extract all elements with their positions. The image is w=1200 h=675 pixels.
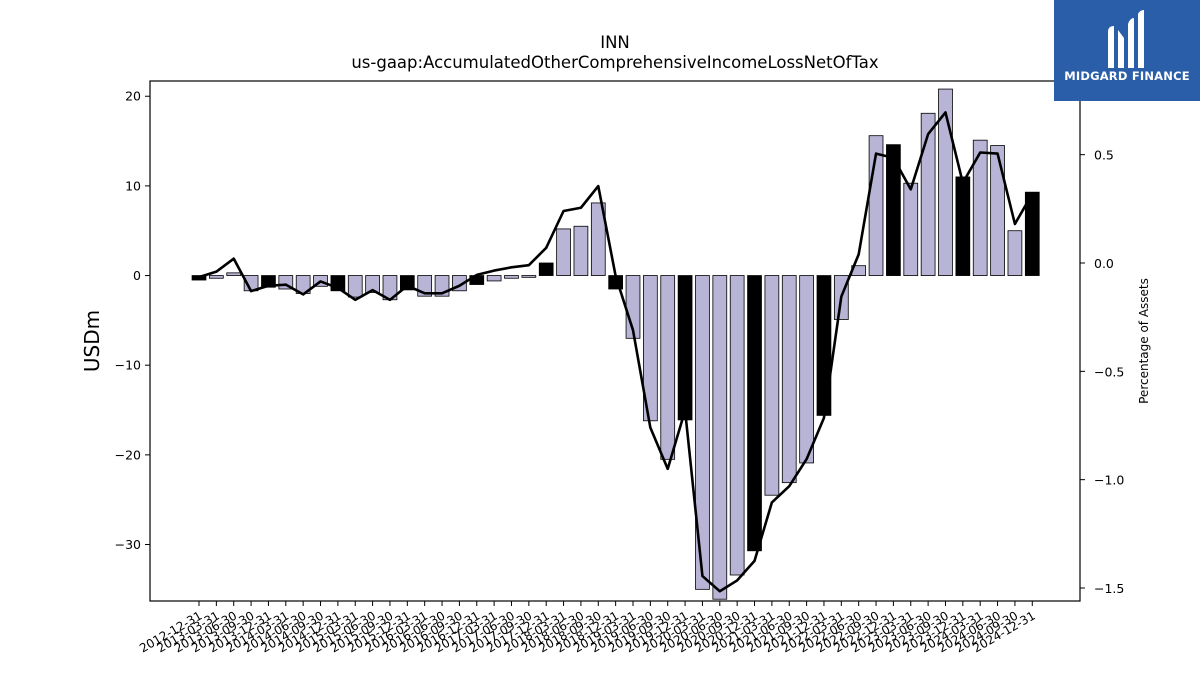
bar-2013-03-31 <box>209 275 224 279</box>
y-tick-label-left: −30 <box>115 537 141 552</box>
bar-2021-06-30 <box>781 275 797 484</box>
y-axis-left: −30 −20 −10 0 10 20 <box>115 89 150 552</box>
y-tick-label-left: 20 <box>125 89 141 104</box>
y-tick-label-right: −0.5 <box>1094 364 1124 379</box>
bar-2023-03-31 <box>903 182 919 276</box>
line-series <box>198 111 1034 593</box>
bar-2012-12-31 <box>191 275 207 281</box>
bar-2018-03-31 <box>556 228 571 276</box>
x-axis: 2012-12-312013-03-312013-06-302013-09-30… <box>137 601 1038 655</box>
bar-2015-03-31 <box>347 275 363 298</box>
bar-2017-09-30 <box>521 275 537 278</box>
bar-2021-09-30 <box>799 275 814 464</box>
bar-2023-06-30 <box>920 112 936 276</box>
y-tick-label-right: −1.0 <box>1094 473 1124 488</box>
bar-2019-09-30 <box>660 275 676 460</box>
bar-2020-09-30 <box>729 275 745 576</box>
bar-2019-12-31 <box>677 275 693 421</box>
bar-2013-06-30 <box>226 272 242 276</box>
bar-2024-03-31 <box>972 139 988 276</box>
bar-2018-06-30 <box>573 225 589 276</box>
y-tick-label-left: 0 <box>133 268 141 283</box>
midgard-logo-icon <box>1108 10 1144 68</box>
bar-2021-03-31 <box>764 275 780 496</box>
chart-subtitle: us-gaap:AccumulatedOtherComprehensiveInc… <box>351 53 879 72</box>
y-axis-label-left: USDm <box>80 310 104 372</box>
midgard-finance-logo: MIDGARD FINANCE <box>1054 0 1200 101</box>
y-tick-label-left: −10 <box>115 358 141 373</box>
bar-2021-12-31 <box>816 275 832 416</box>
bar-2018-09-30 <box>590 202 606 276</box>
y-tick-label-right: −1.5 <box>1094 581 1124 596</box>
y-axis-label-right: Percentage of Assets <box>1137 278 1151 404</box>
logo-text: MIDGARD FINANCE <box>1064 69 1190 83</box>
y-tick-label-left: −20 <box>115 447 141 462</box>
bar-2017-06-30 <box>504 275 519 279</box>
y-axis-right: −1.5 −1.0 −0.5 0.0 0.5 <box>1080 148 1124 596</box>
bar-2022-12-31 <box>886 144 901 276</box>
bar-2023-09-30 <box>938 88 953 276</box>
bar-2013-12-31 <box>261 275 276 288</box>
bar-2017-12-31 <box>538 262 554 276</box>
percentage-of-assets-line <box>198 111 1034 593</box>
y-tick-label-right: 0.5 <box>1094 148 1114 163</box>
bar-2017-03-31 <box>486 275 502 282</box>
y-tick-label-right: 0.0 <box>1094 256 1114 271</box>
bar-2020-03-31 <box>695 275 710 590</box>
bar-2024-12-31 <box>1024 191 1040 276</box>
bar-2015-06-30 <box>365 275 380 293</box>
bar-2020-06-30 <box>712 275 728 600</box>
chart-title: INN <box>600 33 630 52</box>
y-tick-label-left: 10 <box>125 178 141 193</box>
plot-frame <box>149 80 1081 602</box>
bar-2023-12-31 <box>955 176 971 276</box>
bar-2024-09-30 <box>1007 230 1023 276</box>
bar-2020-12-31 <box>747 275 762 552</box>
bar-series <box>191 88 1040 600</box>
bar-2024-06-30 <box>990 145 1005 276</box>
